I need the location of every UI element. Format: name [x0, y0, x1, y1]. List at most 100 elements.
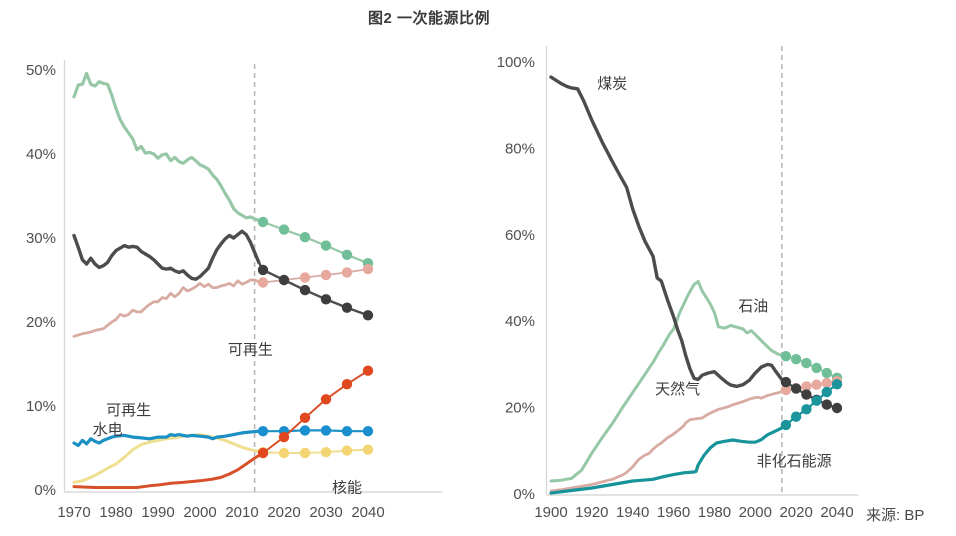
series-projection-dot-nonfossil: [780, 419, 792, 431]
figure-title: 图2 一次能源比例: [367, 10, 490, 27]
series-projection-dot-gas: [801, 381, 812, 392]
series-projection-dot-hydro: [257, 426, 269, 437]
series-projection-dot-nonfossil: [821, 386, 832, 398]
series-line-nonfossil: [549, 425, 786, 495]
series-line-gas: [72, 278, 261, 338]
series-projection-dot-nuclear: [278, 447, 290, 459]
series-projection-dot-coal: [790, 383, 802, 394]
series-annotation-label: 水电: [93, 422, 123, 439]
series-projection-dot-renewables: [341, 379, 353, 390]
series-line-renewables: [72, 454, 261, 489]
series-projection-dot-renewables: [362, 365, 374, 376]
y-tick-label: 10%: [26, 398, 56, 415]
series-projection-dot-oil: [278, 224, 290, 235]
y-tick-label: 30%: [26, 230, 56, 247]
y-tick-label: 40%: [26, 146, 56, 163]
series-projection-dot-hydro: [299, 425, 311, 436]
series-annotation-label: 可再生: [106, 402, 151, 419]
x-tick-label: 2000: [739, 504, 772, 521]
y-tick-label: 50%: [26, 62, 56, 79]
series-line-hydro: [72, 429, 261, 448]
y-tick-label: 20%: [26, 314, 56, 331]
series-projection-dot-nuclear: [362, 444, 374, 455]
series-projection-dot-coal: [831, 402, 843, 414]
series-projection-dot-nuclear: [299, 447, 311, 459]
series-annotation-label: 非化石能源: [757, 453, 832, 470]
series-projection-dot-gas: [299, 272, 311, 283]
x-tick-label: 1960: [657, 504, 690, 521]
x-tick-label: 1990: [141, 504, 174, 521]
series-projection-dot-renewables: [278, 431, 290, 443]
series-projection-dot-hydro: [341, 426, 353, 437]
series-projection-dot-gas: [257, 277, 269, 288]
series-projection-dot-nonfossil: [831, 379, 843, 390]
series-annotation-label: 煤炭: [597, 76, 627, 93]
y-tick-label: 80%: [505, 140, 535, 157]
series-annotation-label: 天然气: [655, 381, 700, 398]
series-line-coal: [72, 229, 261, 281]
series-projection-dot-coal: [780, 376, 792, 388]
series-projection-dot-gas: [811, 379, 822, 390]
series-projection-dot-oil: [790, 354, 802, 365]
y-tick-label: 40%: [505, 313, 535, 330]
x-tick-label: 1980: [99, 504, 132, 521]
series-projection-dot-oil: [299, 232, 311, 243]
series-projection-dot-oil: [341, 249, 353, 260]
x-tick-label: 1920: [575, 504, 608, 521]
series-projection-dot-nonfossil: [811, 395, 822, 406]
series-projection-dot-oil: [257, 216, 269, 228]
series-projection-dot-oil: [780, 351, 792, 362]
y-tick-label: 0%: [513, 486, 535, 503]
series-projection-dot-nuclear: [341, 445, 353, 456]
x-tick-label: 2020: [779, 504, 812, 521]
x-tick-label: 2040: [351, 504, 384, 521]
series-line-nuclear: [72, 433, 261, 484]
series-projection-dot-gas: [780, 384, 792, 396]
series-line-gas: [549, 389, 786, 493]
series-projection-dot-gas: [821, 377, 832, 389]
series-projection-dot-coal: [320, 294, 332, 305]
series-projection-dot-renewables: [320, 394, 332, 405]
series-line-oil: [72, 71, 261, 222]
series-projection-dot-nonfossil: [801, 404, 812, 415]
source-label: 来源: BP: [866, 507, 925, 524]
x-tick-label: 1970: [57, 504, 90, 521]
series-projection-dot-hydro: [362, 426, 374, 437]
series-annotation-label: 石油: [738, 298, 768, 315]
y-tick-label: 100%: [497, 54, 535, 71]
series-projection-dot-oil: [821, 367, 832, 379]
series-projection-dot-gas: [320, 269, 332, 281]
x-tick-label: 2010: [225, 504, 258, 521]
y-tick-label: 0%: [34, 482, 56, 499]
series-projection-dot-coal: [278, 274, 290, 286]
series-projection-dot-coal: [257, 264, 269, 276]
series-projection-dot-coal: [801, 389, 812, 400]
series-projection-dot-oil: [811, 362, 822, 374]
series-projection-dot-nonfossil: [790, 411, 802, 422]
series-projection-dot-coal: [821, 399, 832, 410]
series-annotation-label: 核能: [332, 479, 362, 496]
series-projection-dot-nuclear: [320, 447, 332, 458]
series-projection-dot-hydro: [320, 425, 332, 436]
series-projection-dot-renewables: [299, 412, 311, 423]
series-projection-dot-renewables: [257, 447, 269, 459]
series-projection-dot-oil: [320, 240, 332, 251]
series-line-coal: [549, 75, 786, 389]
x-tick-label: 2040: [820, 504, 853, 521]
series-projection-dot-coal: [341, 302, 353, 313]
series-projection-dot-oil: [801, 357, 812, 369]
series-projection-dot-gas: [362, 263, 374, 275]
y-tick-label: 60%: [505, 227, 535, 244]
series-projection-dot-coal: [299, 284, 311, 296]
series-projection-dot-gas: [341, 267, 353, 278]
y-tick-label: 20%: [505, 400, 535, 417]
x-tick-label: 2030: [309, 504, 342, 521]
x-tick-label: 2000: [183, 504, 216, 521]
x-tick-label: 1900: [534, 504, 567, 521]
series-line-oil: [549, 280, 786, 483]
series-projection-dot-coal: [362, 310, 374, 321]
x-tick-label: 2020: [267, 504, 300, 521]
x-tick-label: 1980: [698, 504, 731, 521]
